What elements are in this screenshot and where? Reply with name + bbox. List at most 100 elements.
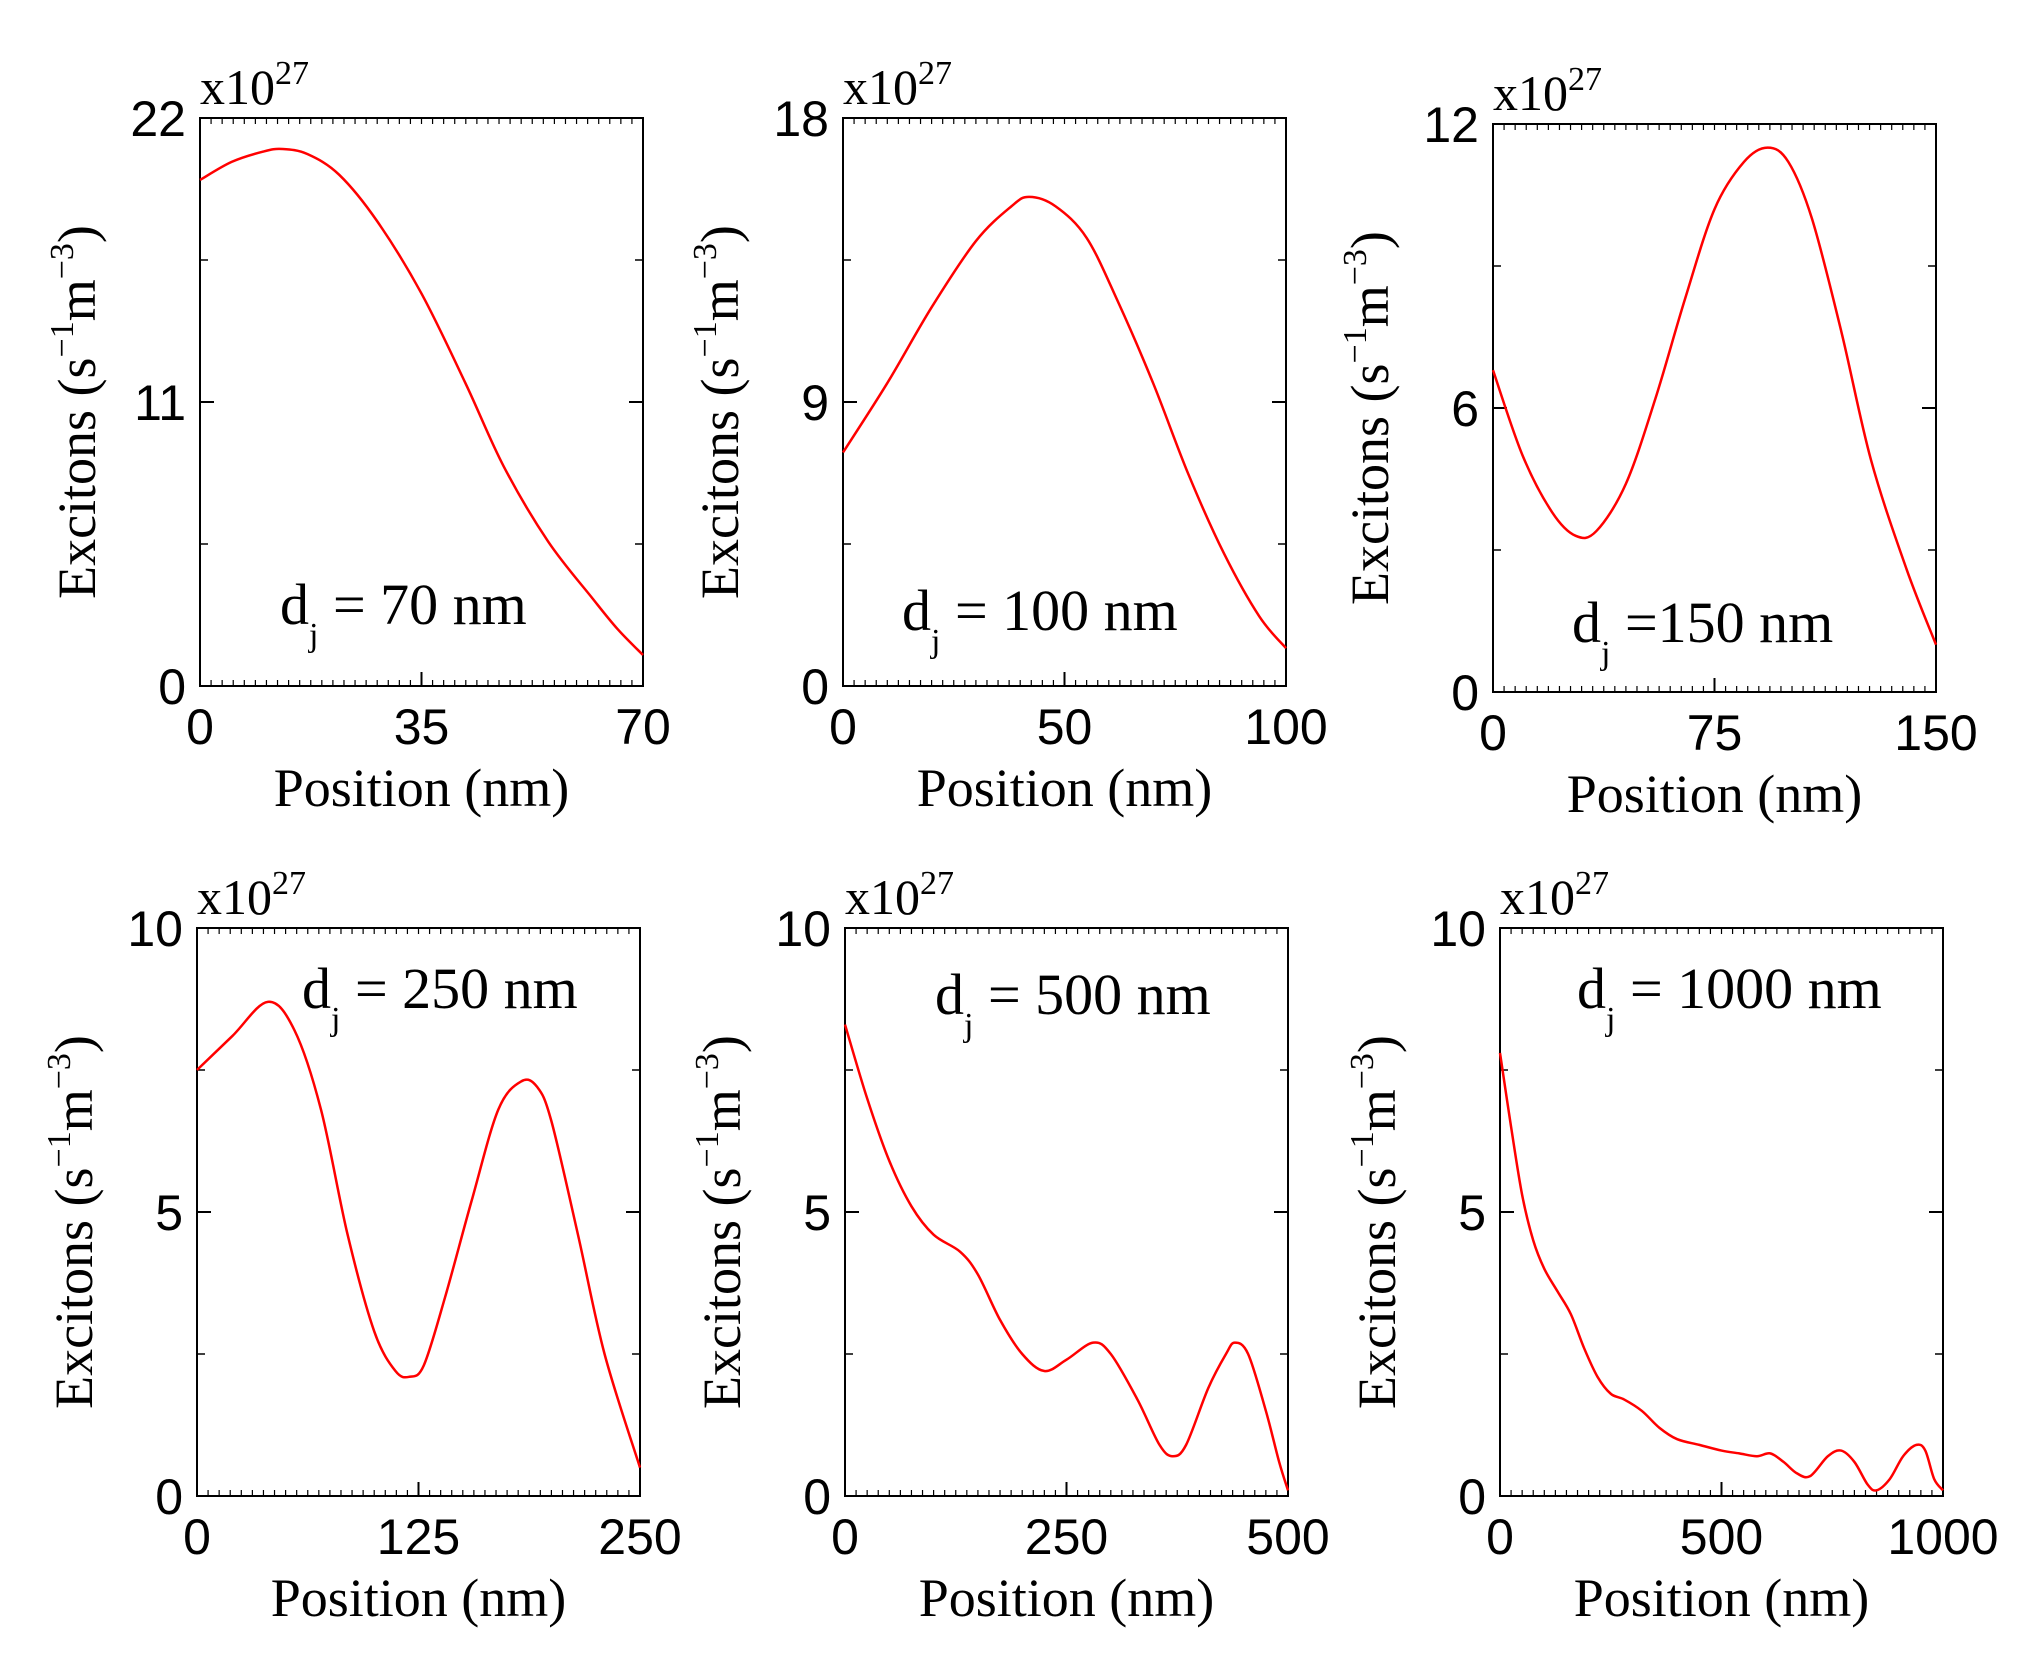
y-tick-label: 22	[130, 91, 186, 147]
annotation-subscript: j	[1605, 1001, 1615, 1038]
y-label-sup2: −3	[689, 1053, 726, 1089]
y-multiplier: x1027	[1500, 865, 1609, 925]
annotation-value: = 500 nm	[973, 962, 1210, 1027]
y-axis-label: Excitons (s−1m−3)	[689, 1035, 752, 1409]
y-label-main: Excitons (s	[692, 1167, 752, 1408]
y-label-sup1: −1	[687, 321, 724, 357]
y-tick-label: 11	[134, 375, 186, 431]
y-axis-label: Excitons (s−1m−3)	[44, 225, 107, 599]
y-label-sup2: −3	[687, 243, 724, 279]
y-label-sup1: −1	[44, 321, 81, 357]
y-label-sup2: −3	[1337, 249, 1374, 285]
y-tick-label: 0	[803, 1469, 831, 1525]
thickness-annotation: dj = 70 nm	[280, 572, 527, 654]
y-label-mid: m	[692, 1089, 752, 1131]
annotation-value: = 1000 nm	[1615, 956, 1881, 1021]
multiplier-exponent: 27	[1568, 61, 1602, 98]
y-label-sup1: −1	[1337, 327, 1374, 363]
exciton-series-line	[843, 1024, 1290, 1491]
y-label-mid: m	[1347, 1089, 1407, 1131]
y-axis-label: Excitons (s−1m−3)	[41, 1035, 104, 1409]
x-tick-label: 500	[1680, 1509, 1763, 1565]
exciton-series-line	[1491, 146, 1938, 646]
x-tick-label: 250	[598, 1509, 681, 1565]
thickness-annotation: dj = 100 nm	[902, 578, 1178, 660]
y-multiplier: x1027	[845, 865, 954, 925]
multiplier-exponent: 27	[918, 55, 952, 92]
y-label-mid: m	[47, 279, 107, 321]
y-label-mid: m	[690, 279, 750, 321]
thickness-annotation: dj =150 nm	[1572, 590, 1833, 672]
thickness-annotation: dj = 250 nm	[302, 956, 578, 1038]
annotation-value: = 100 nm	[940, 578, 1177, 643]
y-tick-label: 9	[801, 375, 829, 431]
x-axis-label: Position (nm)	[274, 758, 570, 818]
annotation-subscript: j	[963, 1007, 973, 1044]
x-tick-label: 0	[1486, 1509, 1514, 1565]
y-label-sup1: −1	[41, 1131, 78, 1167]
y-tick-label: 0	[801, 659, 829, 715]
y-tick-label: 5	[1458, 1185, 1486, 1241]
multiplier-base: x10	[1493, 65, 1568, 121]
x-axis-label: Position (nm)	[917, 758, 1213, 818]
y-tick-label: 18	[773, 91, 829, 147]
y-tick-label: 6	[1451, 381, 1479, 437]
y-multiplier: x1027	[200, 55, 309, 115]
multiplier-exponent: 27	[275, 55, 309, 92]
y-tick-label: 0	[155, 1469, 183, 1525]
annotation-subscript: j	[308, 617, 318, 654]
y-label-main: Excitons (s	[44, 1167, 104, 1408]
y-multiplier: x1027	[1493, 61, 1602, 121]
x-tick-label: 50	[1037, 699, 1093, 755]
x-tick-label: 150	[1894, 705, 1977, 761]
y-tick-label: 10	[127, 901, 183, 957]
exciton-series-line	[1498, 1052, 1944, 1492]
y-tick-label: 0	[1451, 665, 1479, 721]
multiplier-exponent: 27	[1575, 865, 1609, 902]
y-tick-label: 10	[1430, 901, 1486, 957]
y-label-main: Excitons (s	[690, 357, 750, 598]
y-tick-label: 10	[775, 901, 831, 957]
y-label-end: )	[1340, 231, 1400, 249]
y-label-sup2: −3	[1344, 1053, 1381, 1089]
x-tick-label: 1000	[1887, 1509, 1998, 1565]
y-tick-label: 0	[1458, 1469, 1486, 1525]
x-tick-label: 70	[615, 699, 671, 755]
y-label-sup1: −1	[689, 1131, 726, 1167]
thickness-annotation: dj = 1000 nm	[1577, 956, 1882, 1038]
x-tick-label: 0	[831, 1509, 859, 1565]
multiplier-exponent: 27	[272, 865, 306, 902]
multiplier-base: x10	[197, 869, 272, 925]
y-multiplier: x1027	[197, 865, 306, 925]
x-axis-label: Position (nm)	[919, 1568, 1215, 1628]
y-axis-label: Excitons (s−1m−3)	[687, 225, 750, 599]
annotation-d: d	[302, 956, 331, 1021]
y-label-main: Excitons (s	[1340, 363, 1400, 604]
annotation-subscript: j	[1600, 635, 1610, 672]
annotation-d: d	[280, 572, 309, 637]
annotation-d: d	[902, 578, 931, 643]
y-label-sup2: −3	[44, 243, 81, 279]
x-tick-label: 500	[1246, 1509, 1329, 1565]
x-axis-label: Position (nm)	[1567, 764, 1863, 824]
x-tick-label: 100	[1244, 699, 1327, 755]
x-tick-label: 250	[1025, 1509, 1108, 1565]
y-label-end: )	[1347, 1035, 1407, 1053]
multiplier-exponent: 27	[920, 865, 954, 902]
y-tick-label: 5	[155, 1185, 183, 1241]
annotation-subscript: j	[930, 623, 940, 660]
y-tick-label: 5	[803, 1185, 831, 1241]
multiplier-base: x10	[845, 869, 920, 925]
exciton-series-line	[199, 147, 644, 656]
x-tick-label: 0	[829, 699, 857, 755]
y-label-end: )	[692, 1035, 752, 1053]
annotation-value: = 70 nm	[318, 572, 526, 637]
y-label-sup2: −3	[41, 1053, 78, 1089]
multiplier-base: x10	[200, 59, 275, 115]
